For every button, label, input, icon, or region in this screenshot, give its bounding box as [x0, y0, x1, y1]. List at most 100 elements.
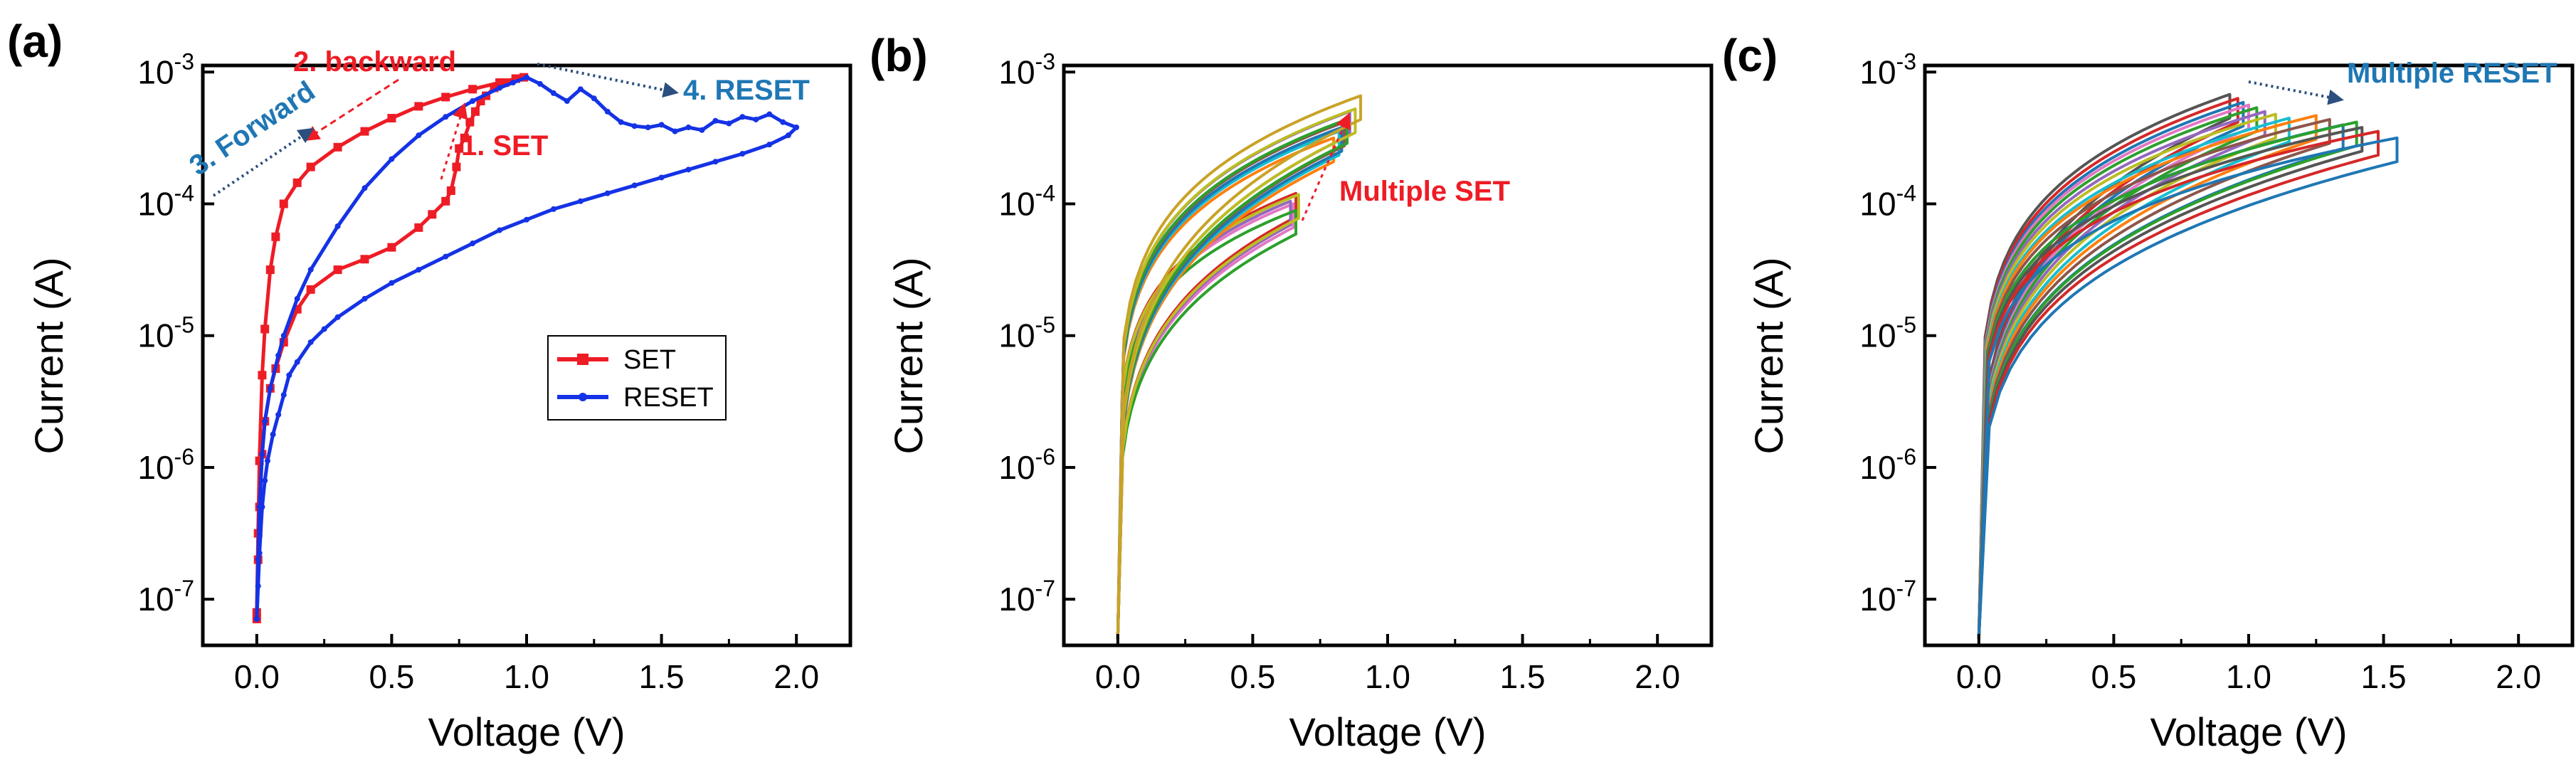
data-point-reset	[785, 132, 791, 139]
annotation-reset: 4. RESET	[683, 75, 810, 106]
data-point-reset	[591, 95, 597, 102]
data-point-set	[470, 107, 480, 116]
x-tick-label: 0.5	[2091, 658, 2136, 695]
x-tick-label: 0.5	[1230, 658, 1275, 695]
data-point-set	[265, 265, 275, 275]
data-point-set	[387, 114, 396, 123]
series-line-set-7	[1116, 129, 1341, 639]
panel-label-a: (a)	[7, 16, 63, 67]
y-tick-label: 10-6	[1859, 444, 1916, 486]
data-point-reset	[270, 431, 276, 438]
data-point-reset	[280, 392, 287, 398]
data-point-reset	[712, 159, 719, 165]
legend-box	[547, 335, 727, 421]
data-point-set	[258, 371, 267, 380]
data-point-reset	[275, 352, 282, 359]
panel-c: 0.0 0.5 1.0 1.5 2.0 10-7 10-6 10-5 10-4 …	[1746, 48, 2575, 754]
data-point-reset	[524, 216, 529, 223]
data-point-reset	[321, 326, 327, 332]
y-tick-labels-c: 10-7 10-6 10-5 10-4 10-3	[1859, 48, 1916, 618]
data-point-reset	[712, 117, 719, 124]
data-point-reset	[793, 125, 800, 131]
data-point-reset	[631, 182, 638, 189]
data-point-set	[414, 223, 423, 232]
data-point-set	[495, 78, 505, 88]
data-point-reset	[275, 411, 282, 418]
panel-a: 0.0 0.5 1.0 1.5 2.0 10-7 10-6 10-5 10-4 …	[26, 46, 852, 754]
data-point-reset	[510, 80, 517, 86]
data-point-reset	[497, 227, 503, 233]
data-point-reset	[780, 119, 786, 125]
arrow-reset	[537, 63, 679, 98]
data-point-reset	[604, 190, 611, 196]
data-point-reset	[294, 295, 300, 302]
y-tick-label: 10-5	[1859, 312, 1916, 354]
data-point-reset	[262, 477, 268, 484]
x-tick-labels-a: 0.0 0.5 1.0 1.5 2.0	[234, 658, 819, 695]
series-line-reset-12	[1977, 120, 2358, 639]
data-point-set	[441, 92, 450, 102]
panel-label-c: (c)	[1722, 30, 1778, 81]
data-point-reset	[739, 151, 746, 157]
y-tick-label: 10-4	[998, 180, 1055, 222]
data-point-set	[455, 144, 464, 153]
data-point-reset	[334, 314, 341, 320]
data-point-set	[360, 127, 369, 136]
legend-marker-set	[577, 354, 588, 365]
series-line-reset-13	[1977, 126, 2364, 639]
axis-ticks-b	[1064, 70, 1659, 645]
x-tick-label: 1.5	[1500, 658, 1546, 695]
data-point-set	[428, 210, 437, 219]
data-point-reset	[255, 583, 261, 589]
y-tick-label: 10-6	[137, 444, 194, 486]
data-point-reset	[389, 280, 395, 286]
x-tick-label: 1.5	[2361, 658, 2407, 695]
x-tick-labels-c: 0.0 0.5 1.0 1.5 2.0	[1956, 658, 2541, 695]
series-line-reset-15	[1977, 136, 2399, 639]
data-point-reset	[416, 132, 422, 139]
y-tick-label: 10-7	[1859, 576, 1916, 618]
data-point-set	[260, 324, 270, 334]
data-point-reset	[631, 123, 638, 129]
data-point-reset	[766, 111, 773, 117]
series-line-set-13	[1116, 94, 1363, 639]
plot-frame-b	[1062, 63, 1714, 647]
x-tick-label: 0.0	[234, 658, 280, 695]
data-point-set	[446, 186, 455, 195]
series-line-reset-9	[1977, 114, 2318, 639]
data-point-reset	[361, 295, 368, 302]
data-point-reset	[604, 108, 611, 115]
x-tick-label: 1.0	[504, 658, 549, 695]
series-line-set-8	[1116, 126, 1344, 639]
y-tick-label: 10-3	[998, 48, 1055, 90]
legend-a: SET RESET	[547, 335, 727, 421]
y-tick-label: 10-3	[137, 48, 194, 90]
y-tick-label: 10-5	[998, 312, 1055, 354]
data-point-reset	[618, 119, 624, 125]
data-point-reset	[470, 98, 476, 105]
data-point-reset	[766, 142, 773, 148]
arrow-set	[440, 102, 468, 180]
legend-label-set: SET	[623, 345, 676, 375]
y-tick-label: 10-7	[998, 576, 1055, 618]
data-point-set	[306, 162, 315, 171]
x-tick-label: 0.5	[369, 658, 414, 695]
data-point-reset	[334, 223, 341, 229]
axis-ticks-c	[1925, 70, 2520, 645]
legend-marker-reset	[579, 393, 587, 401]
x-tick-label: 2.0	[1635, 658, 1680, 695]
series-line-reset-2	[1977, 97, 2239, 639]
data-point-reset	[416, 267, 422, 273]
data-point-reset	[685, 166, 692, 173]
data-point-reset	[262, 418, 268, 425]
y-tick-label: 10-4	[1859, 180, 1916, 222]
curves-c	[1977, 92, 2399, 639]
arrow-multiple-reset	[2248, 80, 2344, 105]
data-point-reset	[265, 458, 270, 464]
data-point-reset	[361, 185, 368, 191]
x-tick-label: 1.5	[639, 658, 685, 695]
data-point-set	[460, 133, 469, 142]
y-axis-title-a: Current (A)	[26, 258, 71, 455]
data-point-set	[360, 255, 369, 264]
